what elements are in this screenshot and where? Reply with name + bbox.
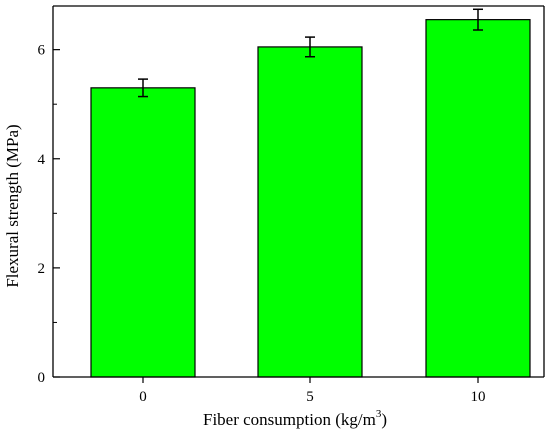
- x-tick-label-10: 10: [471, 389, 486, 405]
- y-tick-label-2: 2: [38, 261, 46, 277]
- bar-10: [425, 19, 531, 378]
- ticks-layer: 0 2 4 6 0 5 10: [38, 43, 486, 405]
- bar-5: [257, 46, 363, 378]
- axes-layer: [52, 5, 545, 378]
- x-tick-label-5: 5: [306, 389, 314, 405]
- x-tick-label-0: 0: [139, 389, 147, 405]
- y-tick-label-0: 0: [38, 370, 46, 386]
- y-axis-label: Flexural strength (MPa): [3, 124, 22, 287]
- bar-0: [90, 87, 196, 378]
- x-axis-label-main: Fiber consumption (kg/m: [203, 410, 376, 429]
- error-bars-layer: [138, 8, 483, 98]
- bars-layer: [90, 19, 531, 378]
- x-axis-label-suffix: ): [381, 410, 387, 429]
- x-axis-label-superscript: 3: [376, 408, 382, 420]
- y-tick-label-6: 6: [38, 43, 46, 59]
- y-tick-label-4: 4: [38, 152, 46, 168]
- x-axis-label: Fiber consumption (kg/m3): [203, 408, 387, 429]
